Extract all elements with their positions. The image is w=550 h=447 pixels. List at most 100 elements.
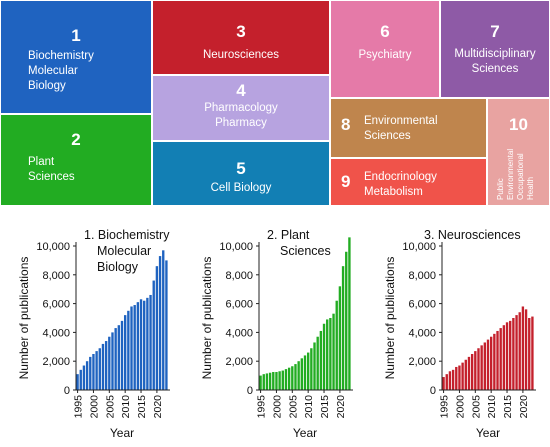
bar-2007 [480,345,483,390]
tile-label-line: Cell Biology [210,182,272,194]
tile-number: 5 [236,159,246,178]
bar-2023 [348,237,351,390]
y-tick-label: 2,000 [42,356,70,368]
tile-label-line: Molecular [28,65,78,77]
bar-2012 [313,342,316,390]
x-tick-label: 2005 [470,395,482,419]
bar-1996 [262,374,265,390]
tile-label: Endocrinology Metabolism [364,170,437,200]
tile-label-line: Pharmacology [204,102,278,114]
tile-number: 10 [509,115,528,134]
x-axis-label: Year [293,426,317,440]
bar-2016 [509,320,512,390]
bar-1997 [82,365,86,390]
chart-title-line: Molecular [97,244,151,258]
bar-2003 [284,369,288,390]
bar-1998 [85,361,89,390]
x-tick-label: 2015 [502,395,514,419]
bar-2012 [496,330,499,390]
x-tick-label: 1995 [439,395,451,419]
tile-number: 8 [341,115,351,134]
y-tick-label: 10,000 [36,241,70,253]
y-tick-label: 6,000 [42,299,70,311]
bar-1997 [448,371,452,390]
bar-2017 [512,318,515,390]
chart-title-line: Biology [97,260,139,274]
chart-title-line: 3. Neurosciences [424,228,521,242]
bar-1995 [259,375,262,390]
x-tick-label: 1995 [73,395,85,419]
x-tick-label: 2015 [136,395,148,419]
bar-2016 [143,300,146,390]
tile-label-line: Biology [28,80,66,92]
bar-1997 [265,373,269,390]
bar-2012 [130,306,133,390]
bar-chart-svg: 0 2,000 4,000 6,000 8,000 10,000 1995 2000 2005 2… [200,228,353,440]
bar-2007 [297,361,300,390]
y-axis-label: Number of publications [200,257,214,380]
y-tick-label: 2,000 [408,356,436,368]
x-tick-label: 2010 [120,395,132,419]
tile-number: 9 [341,172,351,191]
chart-neurosciences: 0 2,000 4,000 6,000 8,000 10,000 1995 2000 2005 2… [366,210,546,442]
bar-2017 [146,297,149,390]
bar-2021 [524,309,528,390]
bar-2004 [287,367,291,390]
tile-label-line: Health [526,176,535,200]
x-tick-label: 2000 [454,395,466,419]
tile-number: 4 [236,81,246,100]
tile-label: Public Environmental Occupational Health [496,149,536,200]
tile-label: Environmental Sciences [364,114,438,144]
bar-2004 [470,354,474,390]
bar-2010 [123,315,127,390]
x-axis-label: Year [110,426,134,440]
tile-psychiatry: 6 Psychiatry [330,0,440,98]
treemap: 1 Biochemistry Molecular Biology 2 Plant… [0,0,550,206]
bar-2005 [291,366,294,390]
tile-label-line: Occupational [516,153,525,200]
bar-2002 [98,348,101,390]
bar-2013 [499,328,502,390]
bar-2003 [101,343,105,390]
bar-2023 [531,316,534,390]
bar-2006 [477,348,480,390]
tile-label: Pharmacology Pharmacy [153,101,329,131]
x-tick-label: 2010 [303,395,315,419]
bar-2006 [294,364,297,390]
y-tick-label: 0 [247,385,253,397]
bar-2014 [319,330,323,390]
tile-pharmacology-pharmacy: 4 Pharmacology Pharmacy [152,75,330,141]
bar-2009 [120,320,124,390]
y-axis-label: Number of publications [383,257,397,380]
tile-label-line: Sciences [28,171,75,183]
x-tick-label: 2005 [287,395,299,419]
y-tick-label: 4,000 [42,327,70,339]
chart-biochemistry-molecular-biology: 0 2,000 4,000 6,000 8,000 10,000 1995 2000 2005 2… [0,210,180,442]
tile-label-line: Pharmacy [215,117,267,129]
bar-2009 [303,355,307,390]
bar-2022 [162,250,165,390]
x-tick-label: 2015 [319,395,331,419]
y-axis-label: Number of publications [17,257,31,380]
bar-2015 [505,322,509,390]
bar-chart-svg: 0 2,000 4,000 6,000 8,000 10,000 1995 2000 2005 2… [383,228,536,440]
bar-2014 [502,325,506,390]
bar-2002 [281,370,284,390]
bar-2013 [133,305,136,390]
bar-2004 [104,341,108,390]
bar-2009 [486,339,490,390]
bar-2001 [278,371,281,390]
tile-label: Neurosciences [153,48,329,63]
bar-2019 [335,300,338,390]
bar-2008 [117,325,121,390]
tile-label-line: Sciences [364,130,411,142]
bar-2018 [332,313,335,390]
tile-label-line: Plant [28,156,55,168]
bar-2000 [275,372,278,390]
x-tick-label: 2020 [518,395,530,419]
tile-label-line: Public [496,178,505,200]
tile-label-line: Multidisciplinary [454,48,536,60]
chart-title-line: 1. Biochemistry [84,228,170,242]
bar-2020 [521,306,525,390]
bar-2006 [111,332,114,390]
